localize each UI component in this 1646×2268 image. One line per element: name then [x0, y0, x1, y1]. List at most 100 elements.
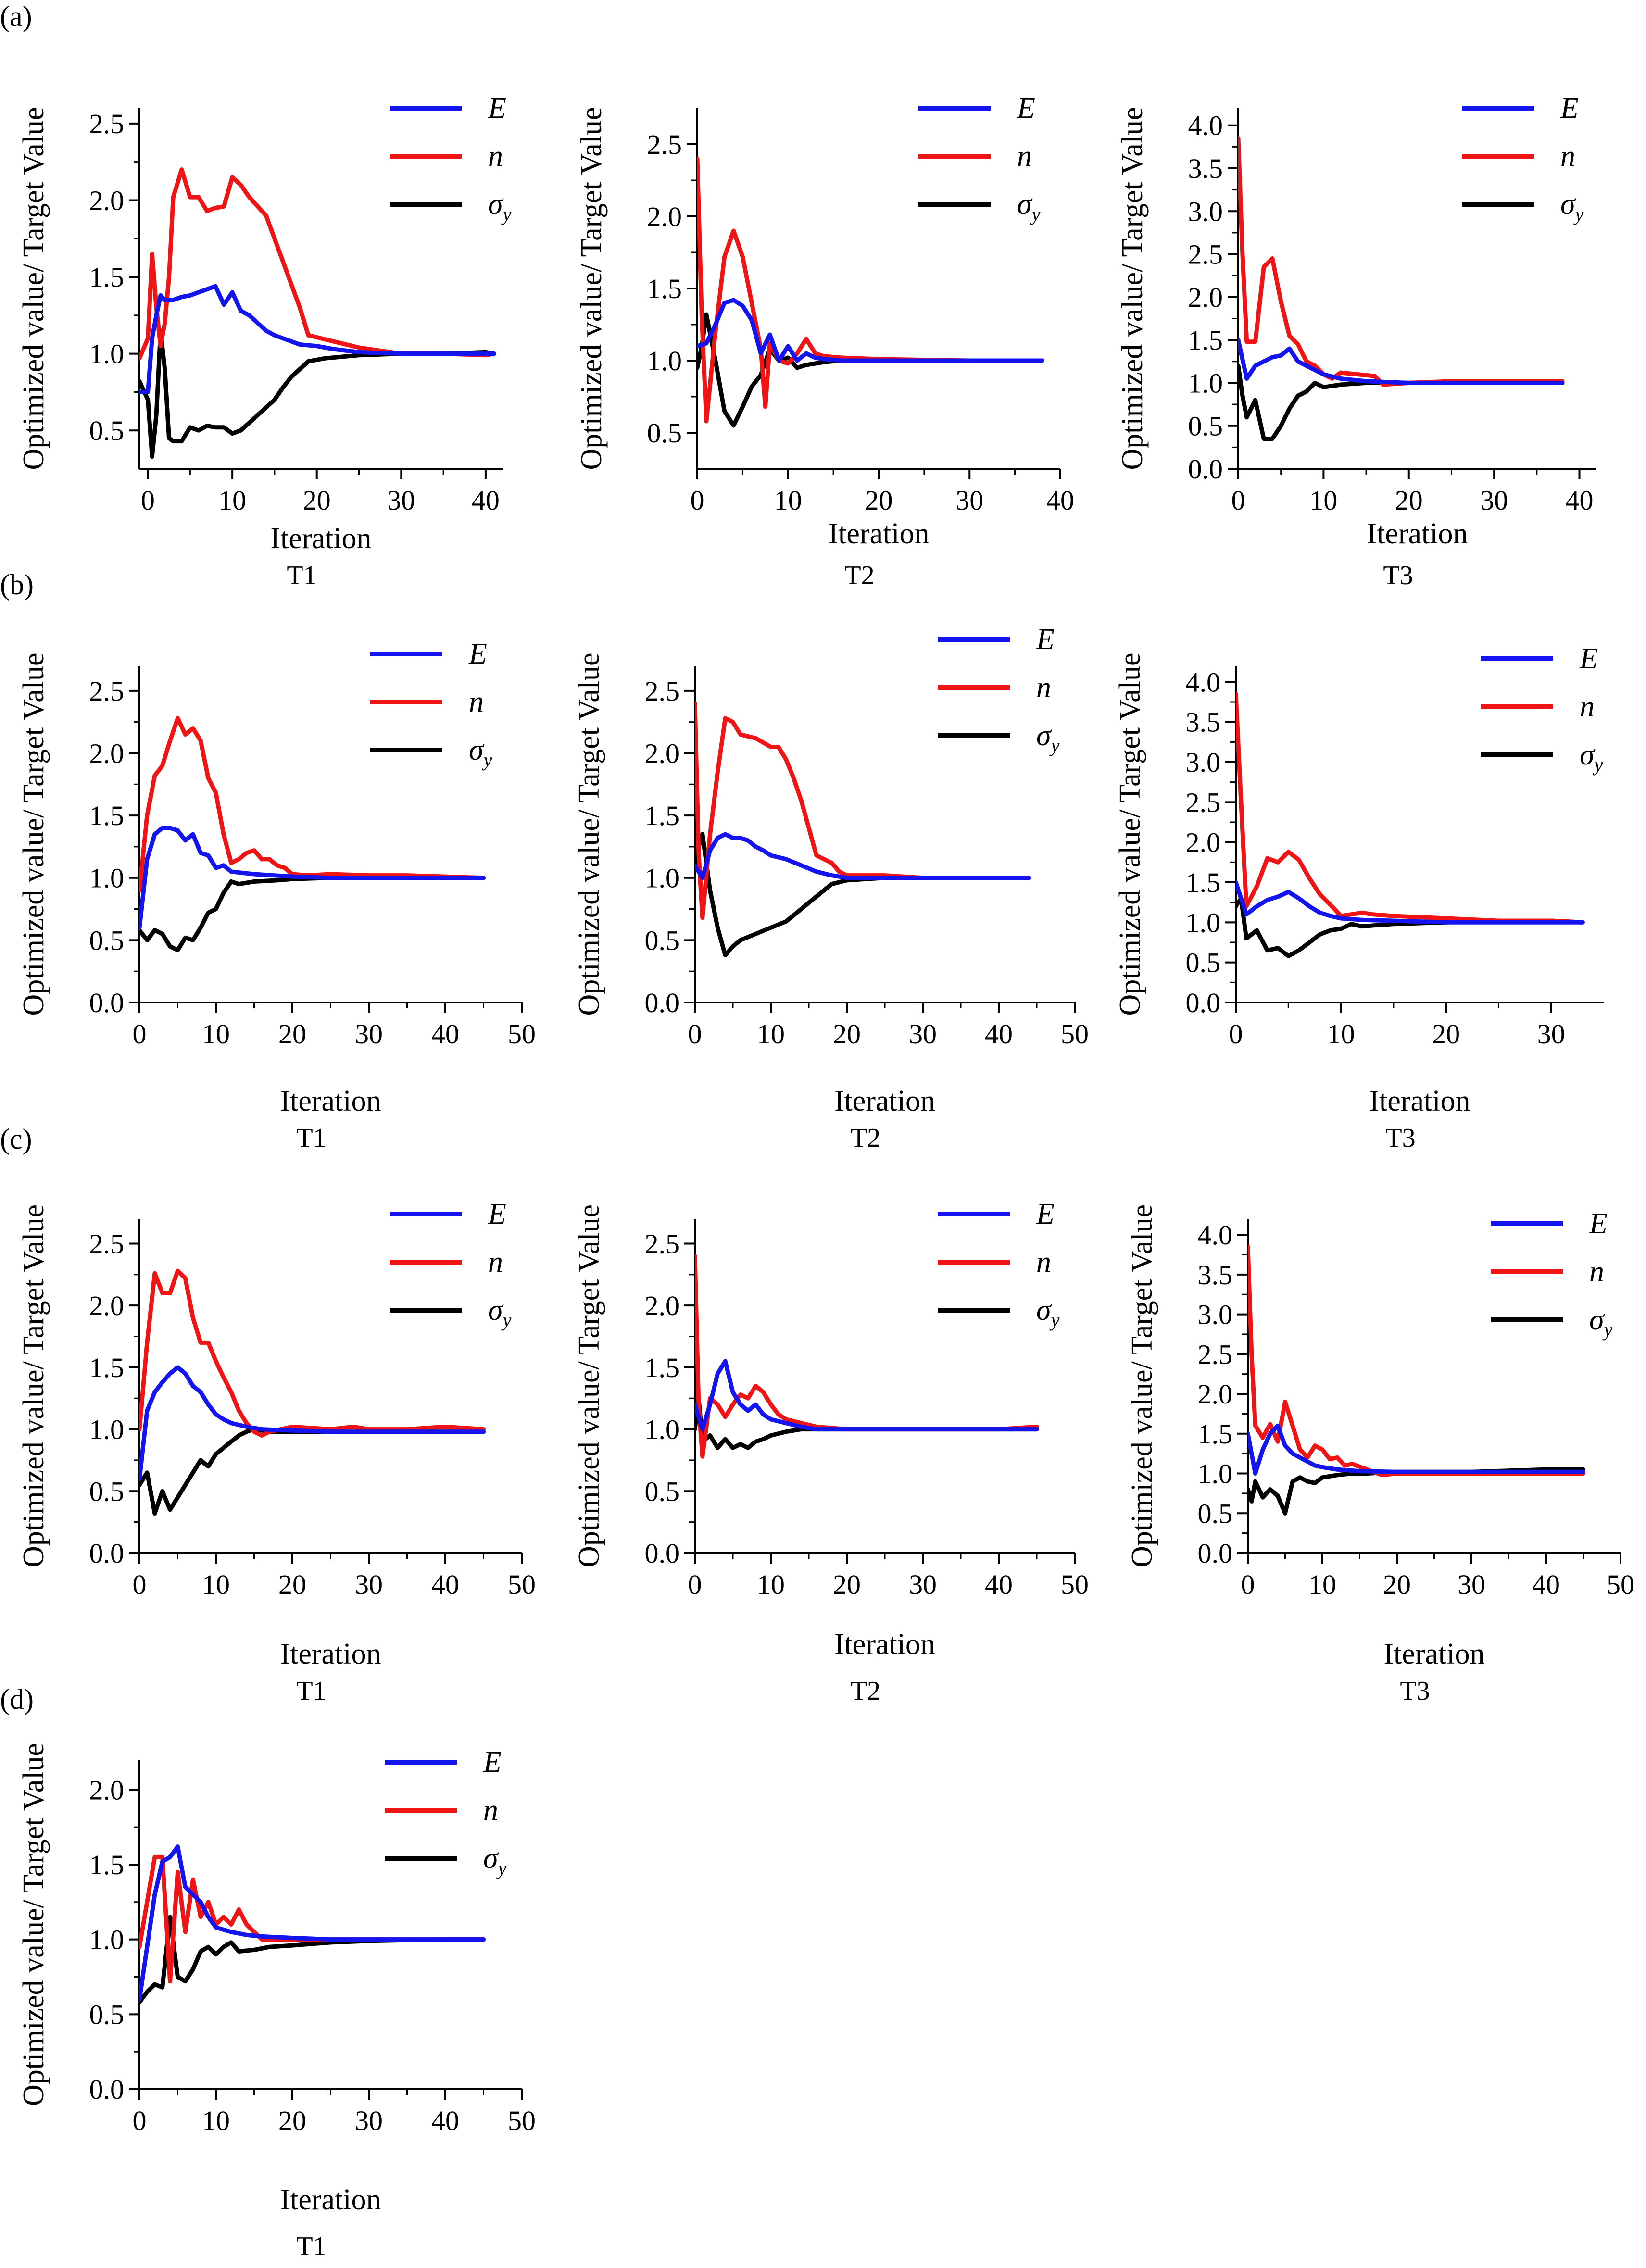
x-tick-label: 10: [202, 1569, 230, 1600]
x-tick-label: 30: [355, 1018, 383, 1050]
y-tick-label: 0.5: [1186, 947, 1221, 978]
legend-label: σy: [1036, 1294, 1060, 1331]
legend-label: n: [483, 1794, 498, 1827]
y-tick-label: 2.0: [1198, 1378, 1233, 1410]
legend-label-subscript: y: [1030, 203, 1041, 225]
legend-label-subscript: y: [496, 1857, 507, 1879]
x-tick-label: 0: [133, 2105, 147, 2136]
x-tick-label: 30: [909, 1018, 937, 1050]
y-axis-label: Optimized value/ Target Value: [17, 1204, 50, 1567]
x-axis-label: Iteration: [1383, 1638, 1484, 1670]
legend-label: E: [1579, 642, 1598, 675]
y-tick-label: 1.5: [89, 1352, 125, 1383]
chart-title: T2: [851, 1123, 880, 1153]
x-tick-label: 30: [355, 2105, 383, 2136]
series-line-n: [695, 1253, 1039, 1459]
x-tick-label: 50: [508, 1018, 536, 1050]
x-tick-label: 20: [278, 1569, 306, 1600]
x-tick-label: 50: [508, 1569, 536, 1600]
legend-label: σy: [1580, 739, 1603, 776]
series-line-E: [139, 1844, 486, 2002]
y-axis-label: Optimized value/ Target Value: [573, 653, 605, 1016]
x-tick-label: 10: [774, 485, 802, 516]
x-tick-label: 10: [218, 485, 246, 516]
y-tick-label: 2.5: [645, 1228, 680, 1259]
x-axis-label: Iteration: [280, 1638, 381, 1670]
chart-title: T1: [296, 2231, 326, 2261]
x-tick-label: 20: [833, 1569, 861, 1600]
x-tick-label: 40: [985, 1018, 1013, 1050]
series-line-sigma-y: [1238, 363, 1565, 441]
series-line-n: [695, 701, 1031, 920]
panel-label-d: (d): [0, 1683, 34, 1715]
chart-title: T3: [1383, 561, 1413, 590]
legend-label: n: [469, 686, 484, 718]
y-axis-label: Optimized value/ Target Value: [575, 107, 608, 470]
legend-label: σy: [1560, 188, 1584, 225]
y-tick-label: 1.5: [89, 800, 125, 831]
legend-label: E: [1589, 1207, 1608, 1240]
x-tick-label: 40: [431, 2105, 459, 2136]
y-tick-label: 3.0: [1186, 747, 1221, 778]
series-line-sigma-y: [1236, 896, 1585, 958]
y-tick-label: 1.0: [89, 338, 125, 370]
x-tick-label: 20: [865, 485, 893, 516]
x-tick-label: 40: [431, 1569, 459, 1600]
y-tick-label: 0.0: [89, 2074, 125, 2105]
y-tick-label: 1.0: [89, 863, 125, 894]
x-tick-label: 10: [1327, 1018, 1355, 1050]
series-line-sigma-y: [139, 1915, 486, 2005]
y-tick-label: 1.5: [645, 800, 680, 831]
series-line-n: [139, 167, 496, 361]
y-tick-label: 2.0: [89, 1290, 125, 1321]
legend-label: σy: [483, 1842, 507, 1879]
y-tick-label: 0.0: [1188, 453, 1223, 485]
series-line-sigma-y: [139, 1427, 486, 1516]
y-tick-label: 4.0: [1186, 666, 1221, 698]
legend-label: σy: [488, 188, 512, 225]
x-tick-label: 10: [1308, 1569, 1336, 1600]
chart-title: T1: [296, 1123, 326, 1153]
series-line-E: [1238, 338, 1565, 385]
series-line-E: [139, 284, 496, 394]
legend-label: σy: [1017, 188, 1041, 225]
y-tick-label: 4.0: [1188, 110, 1223, 141]
y-axis-label: Optimized value/ Target Value: [1114, 653, 1146, 1016]
y-tick-label: 2.0: [1186, 827, 1221, 858]
y-tick-label: 1.5: [645, 1352, 680, 1383]
y-tick-label: 0.0: [645, 1538, 680, 1569]
y-tick-label: 2.5: [89, 108, 125, 139]
chart-9: 0.0 0.5 1.0 1.5 2.0 2.5 3.0 3.5 4.0 0 10 20 30 40 50 It…: [1126, 1204, 1634, 1706]
panel-label-b: (b): [0, 569, 34, 601]
y-tick-label: 0.5: [89, 1476, 125, 1507]
y-tick-label: 1.0: [89, 1414, 125, 1445]
x-axis-label: Iteration: [270, 522, 371, 555]
chart-title: T3: [1385, 1123, 1415, 1153]
chart-1: 0.5 1.0 1.5 2.0 2.5 0 10 20 30 40 Iteration Optimiz…: [17, 92, 512, 590]
legend-label: E: [1036, 623, 1055, 656]
x-tick-label: 0: [133, 1569, 147, 1600]
legend-label: n: [488, 140, 503, 173]
y-tick-label: 1.5: [1186, 867, 1221, 898]
chart-6: 0.0 0.5 1.0 1.5 2.0 2.5 3.0 3.5 4.0 0 10 20 30 Iterat…: [1114, 642, 1604, 1153]
x-tick-label: 0: [133, 1018, 147, 1050]
y-tick-label: 2.0: [645, 738, 680, 769]
legend-label: σy: [1036, 719, 1060, 756]
y-tick-label: 0.5: [89, 925, 125, 956]
x-tick-label: 20: [1395, 485, 1423, 516]
x-tick-label: 40: [431, 1018, 459, 1050]
legend-label-subscript: y: [482, 749, 492, 771]
y-tick-label: 0.5: [89, 415, 125, 446]
legend-label: E: [1560, 92, 1579, 125]
y-axis-label: Optimized value/ Target Value: [17, 107, 50, 470]
y-tick-label: 0.5: [645, 925, 680, 956]
x-tick-label: 40: [985, 1569, 1013, 1600]
legend-label: E: [483, 1746, 502, 1779]
legend-label: n: [1036, 1246, 1051, 1278]
y-tick-label: 0.5: [647, 417, 682, 449]
legend-label: n: [1580, 690, 1595, 723]
x-tick-label: 20: [278, 1018, 306, 1050]
chart-title: T1: [287, 561, 316, 590]
y-tick-label: 2.5: [645, 676, 680, 707]
x-tick-label: 20: [303, 485, 331, 516]
